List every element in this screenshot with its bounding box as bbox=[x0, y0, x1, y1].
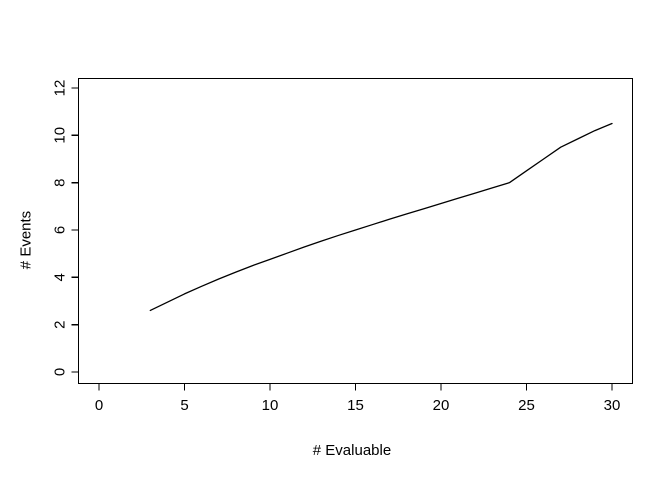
x-tick-label-15: 15 bbox=[347, 397, 364, 414]
x-tick-label-0: 0 bbox=[95, 397, 103, 414]
y-tick-label-2: 2 bbox=[52, 321, 69, 329]
y-axis-tick-labels: 12 10 8 6 4 2 0 bbox=[52, 80, 69, 377]
series-line-events bbox=[149, 122, 613, 312]
data-series-group bbox=[149, 122, 613, 312]
y-tick-label-8: 8 bbox=[52, 179, 69, 187]
x-tick-label-20: 20 bbox=[433, 397, 450, 414]
x-axis-ticks bbox=[98, 383, 613, 391]
y-axis-ticks bbox=[71, 87, 79, 373]
y-tick-label-10: 10 bbox=[52, 127, 69, 144]
y-axis: 12 10 8 6 4 2 0 # Events bbox=[18, 80, 80, 377]
y-axis-title: # Events bbox=[18, 211, 35, 269]
x-tick-label-25: 25 bbox=[518, 397, 535, 414]
y-tick-label-0: 0 bbox=[52, 368, 69, 376]
x-tick-label-30: 30 bbox=[604, 397, 621, 414]
x-axis-tick-labels: 0 5 10 15 20 25 30 bbox=[95, 397, 621, 414]
y-tick-label-12: 12 bbox=[52, 80, 69, 97]
y-tick-label-6: 6 bbox=[52, 226, 69, 234]
x-axis-title: # Evaluable bbox=[313, 442, 391, 459]
x-axis: 0 5 10 15 20 25 30 # Evaluable bbox=[95, 382, 621, 459]
x-tick-label-5: 5 bbox=[180, 397, 188, 414]
y-tick-label-4: 4 bbox=[52, 273, 69, 281]
x-tick-label-10: 10 bbox=[262, 397, 279, 414]
